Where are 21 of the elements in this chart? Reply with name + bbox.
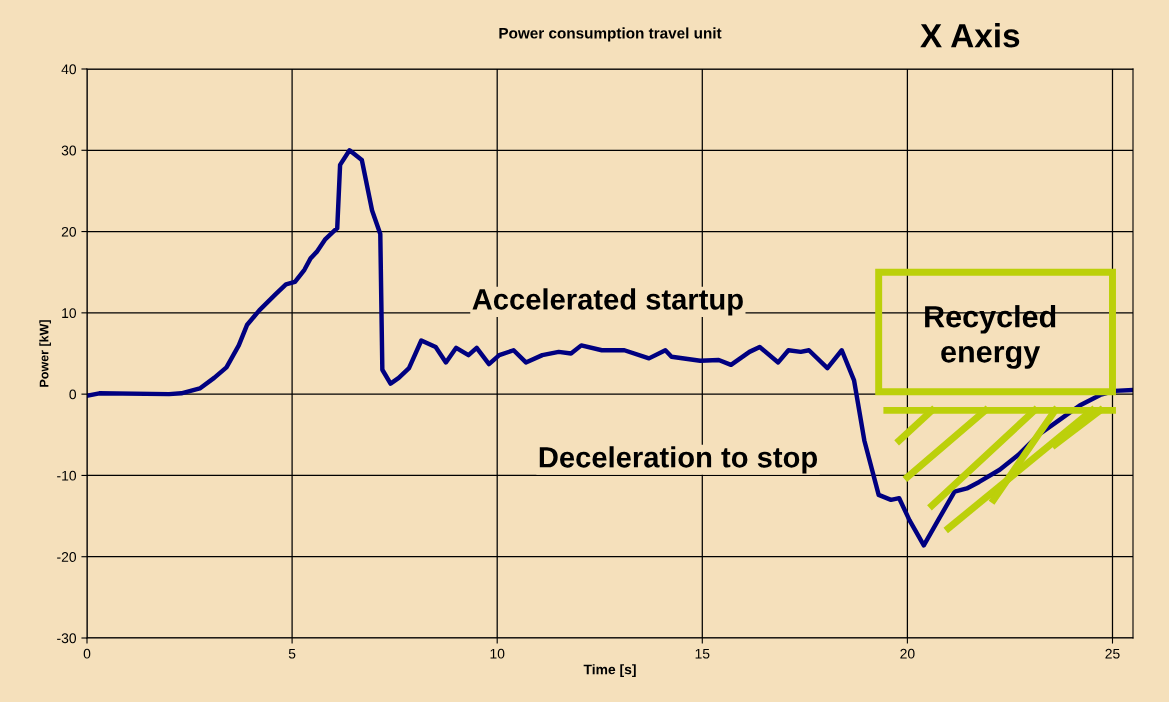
y-tick-label: -10: [57, 470, 77, 481]
y-tick-label: 30: [61, 145, 77, 156]
y-axis-title: Power [kW]: [39, 320, 51, 387]
y-tick-label: 10: [62, 308, 77, 319]
y-tick-label: 0: [69, 389, 77, 400]
y-tick-label: -30: [57, 633, 77, 644]
annotation: Recycled energy: [925, 305, 1056, 369]
x-tick-label: 25: [1105, 648, 1120, 659]
x-axis-title: Time [s]: [583, 664, 636, 678]
x-tick-label: 5: [288, 648, 296, 659]
x-tick-label: 10: [490, 648, 505, 659]
text: X Axis: [920, 23, 1020, 48]
annotation: Deceleration to stop: [539, 446, 818, 474]
chart-title: Power consumption travel unit: [499, 27, 722, 42]
x-tick-label: 15: [695, 648, 710, 659]
x-tick-label: 0: [83, 648, 91, 659]
y-tick-label: 40: [61, 64, 77, 75]
y-tick-label: -20: [57, 552, 77, 562]
x-tick-label: 20: [900, 648, 915, 659]
y-tick-label: 20: [61, 226, 77, 237]
annotation: Accelerated startup: [472, 288, 743, 316]
